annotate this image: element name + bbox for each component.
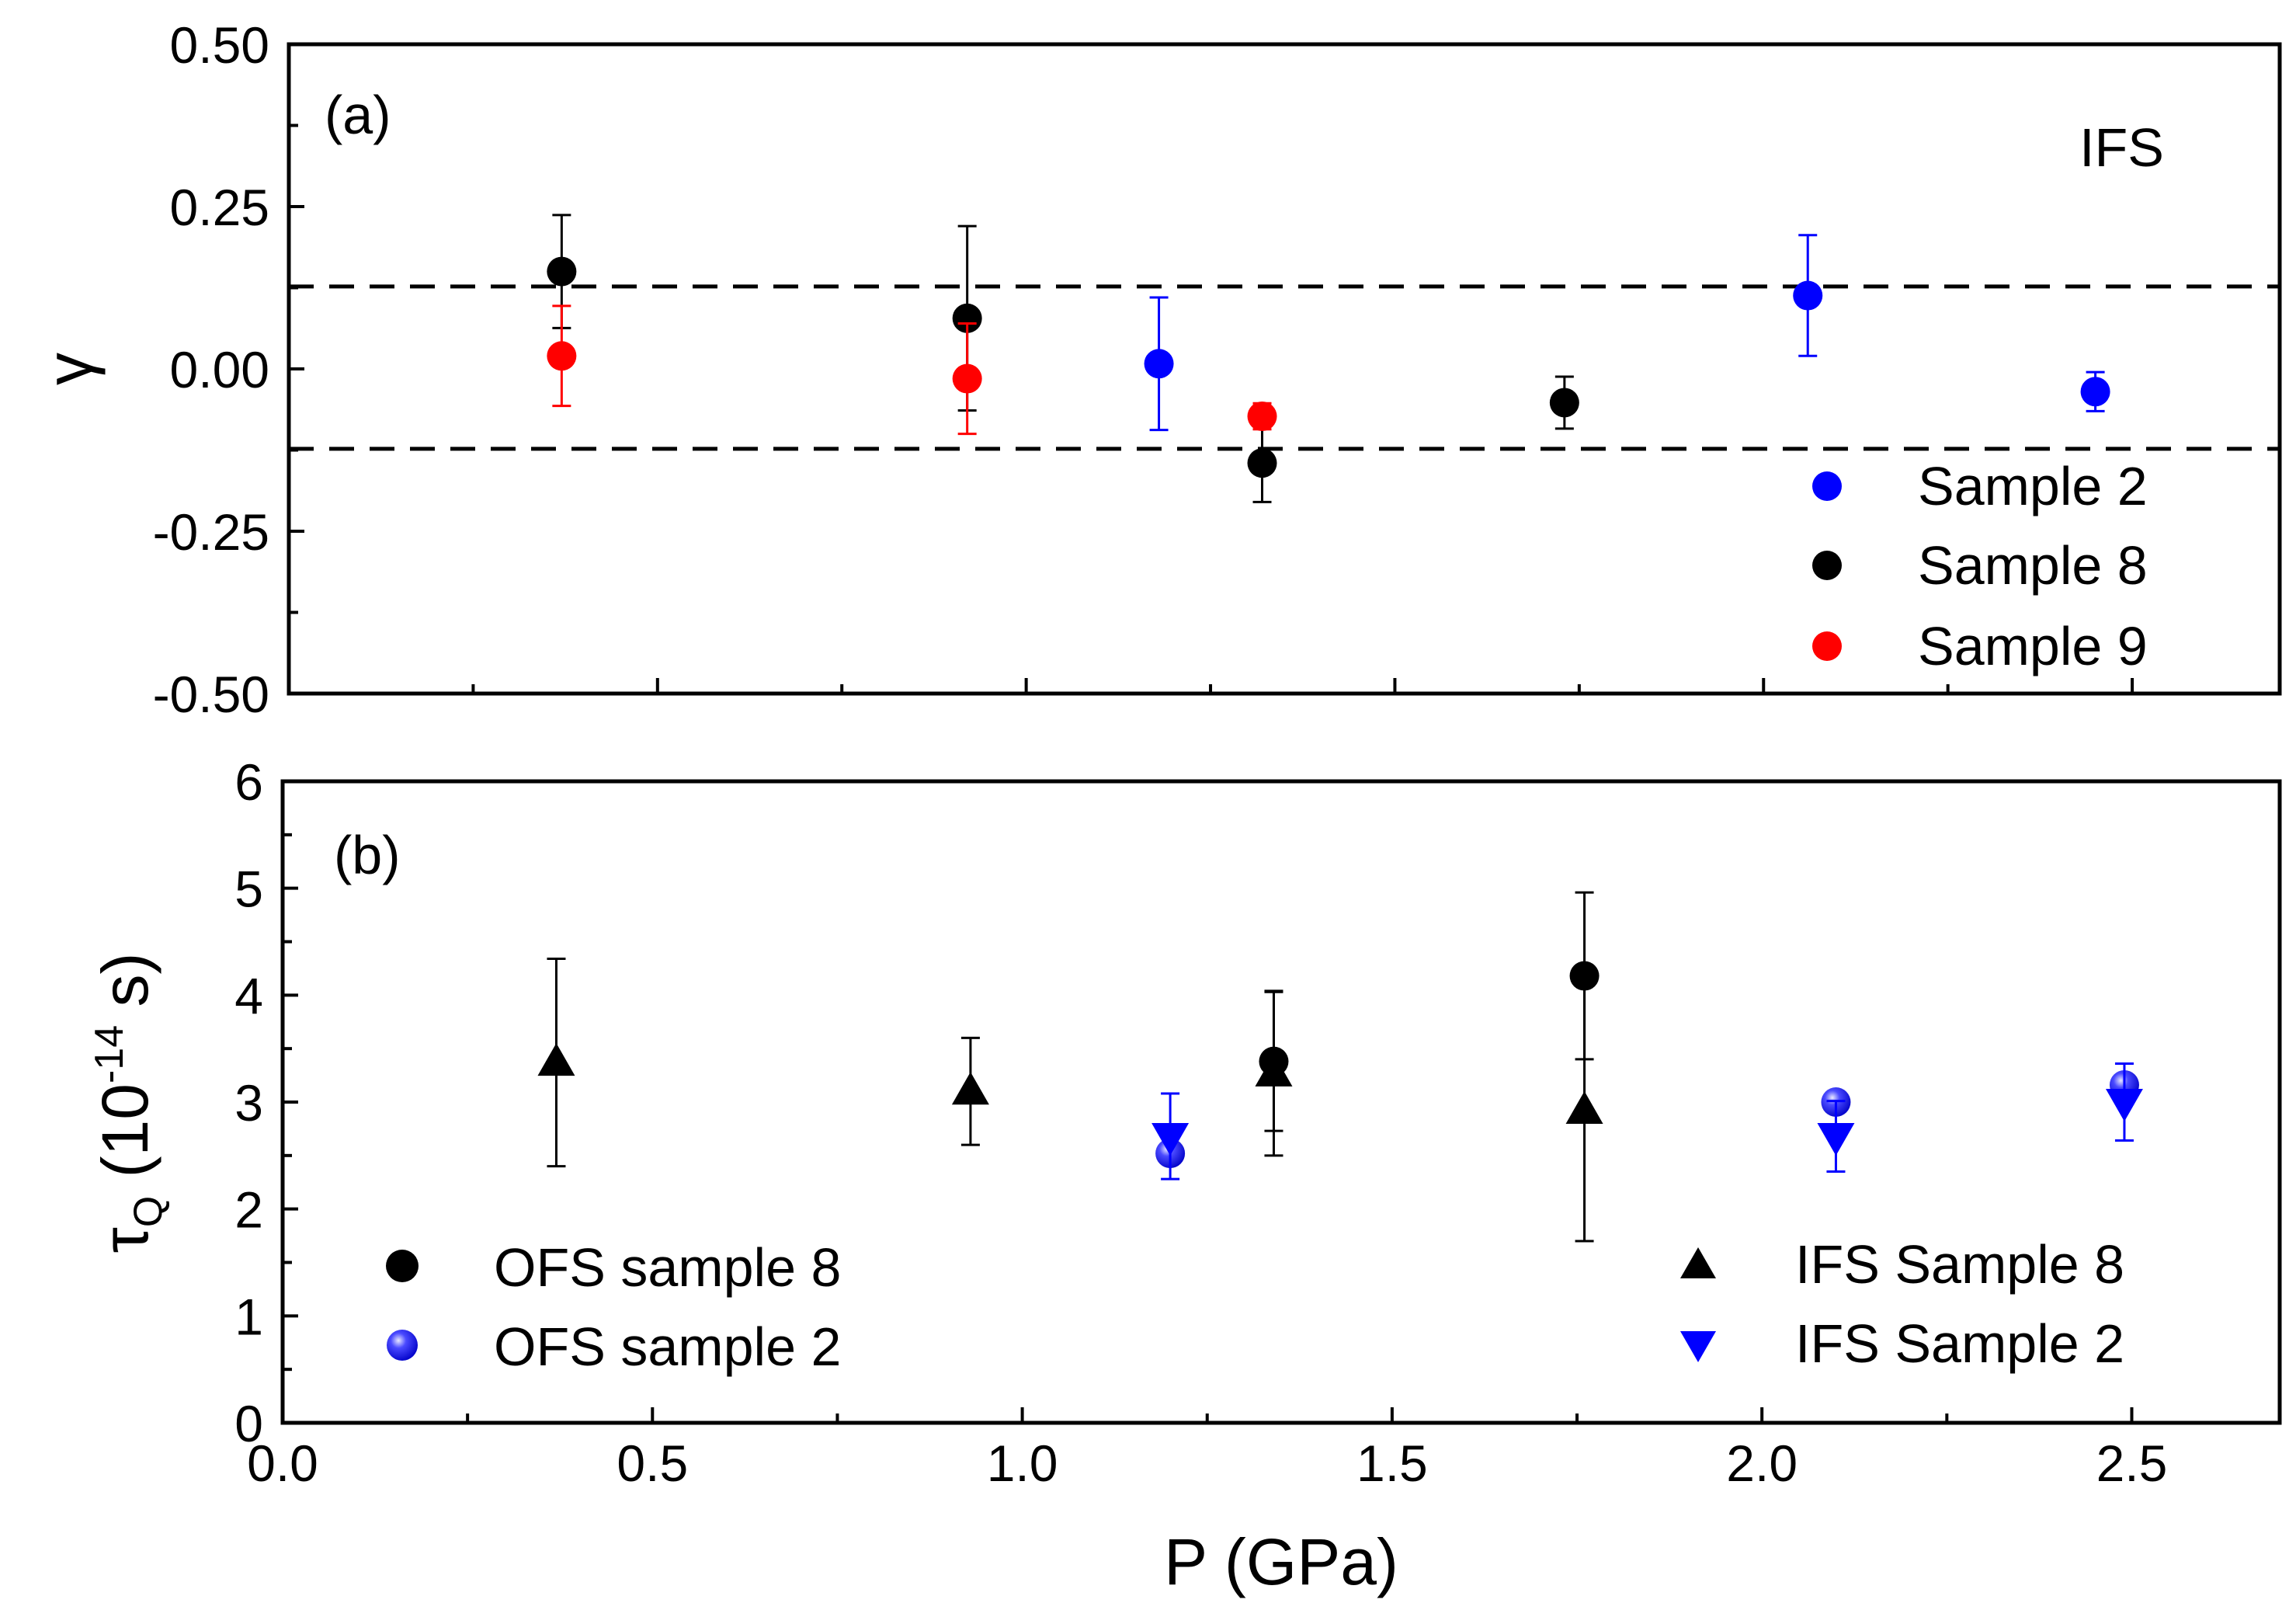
y-tick-label: 4 [234,967,263,1024]
point-sample-9 [1247,402,1277,432]
legend-marker-sample-2 [1812,471,1842,501]
legend-b-left: OFS sample 8 OFS sample 2 [386,1237,841,1377]
point-ofs-sample-8 [1569,961,1600,991]
y-title-tau: τ [89,1227,162,1253]
x-tick-label: 0.0 [247,1434,318,1492]
y-axis-title-a: γ [33,353,106,385]
point-sample-8 [952,303,982,333]
point-sample-2 [2080,377,2110,407]
y-tick-label: 0.25 [170,179,269,236]
point-ifs-sample-8 [951,1072,989,1105]
point-sample-2 [1144,349,1174,379]
panel-a: -0.50 -0.25 0.00 0.25 0.50 (a) IFS γ Sample … [33,16,2282,723]
x-tick-label: 0.5 [617,1434,688,1492]
y-tick-label: -0.25 [153,503,269,561]
legend-label-ofs-sample-2: OFS sample 2 [494,1316,841,1377]
panel-a-frame [287,42,2282,696]
legend-label-sample-2: Sample 2 [1918,456,2148,516]
point-ifs-sample-8 [1565,1091,1603,1125]
x-tick-label: 1.5 [1356,1434,1428,1492]
point-ifs-sample-2 [1817,1123,1855,1156]
y-tick-label: 1 [234,1288,263,1345]
legend-marker-ofs-sample-8 [386,1250,419,1282]
legend-label-ofs-sample-8: OFS sample 8 [494,1237,841,1298]
y-axis-title-b: τQ (10-14 s) [87,953,171,1254]
y-title-sub: Q [126,1196,171,1227]
point-ifs-sample-2 [1151,1123,1190,1156]
legend-marker-ifs-sample-8 [1680,1247,1716,1278]
reference-lines [289,284,2280,451]
point-ifs-sample-2 [2105,1089,2143,1121]
point-ifs-sample-8 [537,1043,575,1076]
x-tick-label: 2.5 [2096,1434,2168,1492]
y-tick-label: -0.50 [153,666,269,723]
legend-marker-sample-9 [1812,631,1842,661]
legend-b-right: IFS Sample 8 IFS Sample 2 [1680,1234,2124,1374]
y-tick-label: 3 [234,1074,263,1132]
legend-label-sample-8: Sample 8 [1918,535,2148,596]
point-sample-8 [1247,448,1277,478]
legend-label-ifs-sample-2: IFS Sample 2 [1795,1313,2124,1374]
legend-label-ifs-sample-8: IFS Sample 8 [1795,1234,2124,1295]
panel-b-points [537,891,2143,1243]
legend-marker-ofs-sample-2 [387,1330,418,1361]
y-title-unit: (10 [89,1083,162,1196]
svg-text:τQ (10-14 s): τQ (10-14 s) [87,953,171,1254]
point-sample-9 [952,363,982,394]
y-tick-label: 0.50 [170,16,269,74]
y-tick-label: 0 [234,1395,263,1452]
point-sample-8 [547,256,577,287]
y-tick-label: 5 [234,861,263,918]
y-title-exp: -14 [87,1025,132,1083]
legend-label-sample-9: Sample 9 [1918,616,2148,676]
point-sample-2 [1793,280,1823,311]
point-sample-9 [547,341,577,371]
panel-label-b: (b) [334,825,401,885]
y-tick-label: 2 [234,1181,263,1239]
x-axis-title: P (GPa) [1164,1525,1398,1598]
legend-marker-ifs-sample-2 [1680,1331,1716,1362]
panel-label-a: (a) [325,85,391,145]
panel-a-ticks: -0.50 -0.25 0.00 0.25 0.50 [153,16,2134,723]
point-ifs-sample-8 [1255,1053,1293,1087]
y-tick-label: 6 [234,753,263,811]
panel-b: 0.0 0.5 1.0 1.5 2.0 2.5 0 1 2 3 4 5 6 (b) P (GPa) τQ… [87,753,2282,1598]
panel-b-ticks: 0.0 0.5 1.0 1.5 2.0 2.5 0 1 2 3 4 5 6 [234,753,2167,1492]
legend-a: Sample 2 Sample 8 Sample 9 [1812,456,2148,676]
legend-marker-sample-8 [1812,551,1842,580]
point-sample-8 [1549,388,1579,418]
y-tick-label: 0.00 [170,341,269,398]
x-tick-label: 1.0 [987,1434,1058,1492]
y-title-end: s) [89,953,162,1025]
x-tick-label: 2.0 [1726,1434,1798,1492]
ifs-annotation: IFS [2079,117,2164,178]
panel-a-points [547,214,2110,503]
